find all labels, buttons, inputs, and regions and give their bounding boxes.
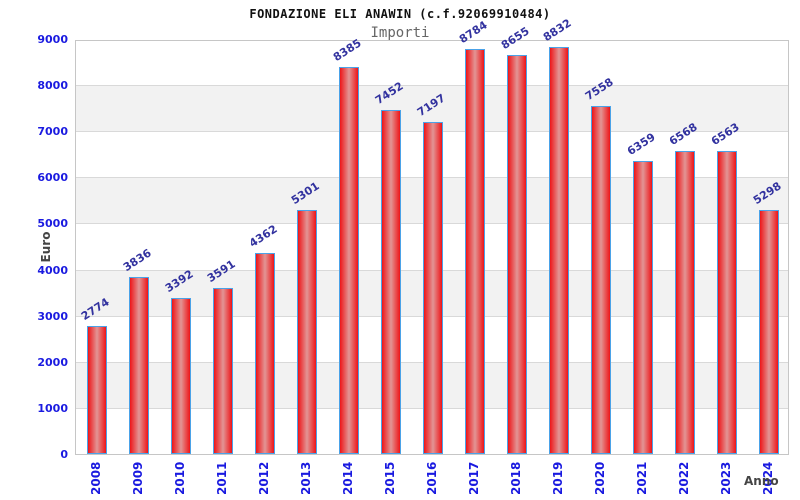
bar-2012 xyxy=(255,252,275,454)
y-tick-label: 3000 xyxy=(37,309,68,323)
x-axis-title: Anno xyxy=(744,474,779,488)
x-tick-label: 2013 xyxy=(299,461,313,495)
x-tick-label: 2009 xyxy=(131,461,145,495)
y-tick-label: 6000 xyxy=(37,171,68,185)
gridline xyxy=(76,85,788,87)
bar-2018 xyxy=(507,54,527,454)
x-tick-label: 2016 xyxy=(425,461,439,495)
bar-2010 xyxy=(171,297,191,454)
y-tick-label: 2000 xyxy=(37,355,68,369)
bar-2011 xyxy=(213,288,233,454)
x-tick-label: 2011 xyxy=(215,461,229,495)
x-tick-label: 2020 xyxy=(593,461,607,495)
x-tick-label: 2008 xyxy=(89,461,103,495)
bar-2022 xyxy=(675,151,695,454)
bar-value-label: 8385 xyxy=(330,36,364,65)
y-tick-label: 0 xyxy=(60,448,68,461)
y-tick-label: 8000 xyxy=(37,79,68,93)
x-tick-label: 2019 xyxy=(551,461,565,495)
bar-value-label: 6359 xyxy=(624,130,658,158)
bar-2024 xyxy=(759,209,779,454)
x-tick-label: 2021 xyxy=(635,461,649,495)
y-tick-label: 9000 xyxy=(37,33,68,46)
bar-2021 xyxy=(633,160,653,454)
chart-title: FONDAZIONE ELI ANAWIN (c.f.92069910484) xyxy=(249,7,551,21)
y-tick-label: 4000 xyxy=(37,263,68,277)
bar-value-label: 8784 xyxy=(456,18,490,46)
x-tick-label: 2017 xyxy=(467,461,481,495)
y-tick-label: 5000 xyxy=(37,217,68,231)
y-tick-label: 7000 xyxy=(37,125,68,139)
bar-2016 xyxy=(423,122,443,454)
x-tick-label: 2015 xyxy=(383,461,397,495)
x-tick-label: 2022 xyxy=(677,461,691,495)
bar-2017 xyxy=(465,48,485,454)
bar-2013 xyxy=(297,209,317,454)
bar-2015 xyxy=(381,110,401,454)
plot-area: 2774 3836 3392 3591 4362 5301 8385 7452 7197 8784… xyxy=(75,16,789,455)
bar-2019 xyxy=(549,46,569,454)
bar-2020 xyxy=(591,105,611,454)
bar-2008 xyxy=(87,326,107,454)
bar-2023 xyxy=(717,151,737,454)
x-tick-label: 2010 xyxy=(173,461,187,495)
x-tick-label: 2014 xyxy=(341,461,355,495)
bar-2009 xyxy=(129,277,149,454)
x-tick-label: 2012 xyxy=(257,461,271,495)
y-tick-label: 1000 xyxy=(37,401,68,415)
bar-2014 xyxy=(339,67,359,454)
x-tick-label: 2023 xyxy=(719,461,733,495)
chart-subtitle: Importi xyxy=(370,25,430,41)
bar-value-label: 4362 xyxy=(246,222,280,250)
x-tick-label: 2018 xyxy=(509,461,523,495)
